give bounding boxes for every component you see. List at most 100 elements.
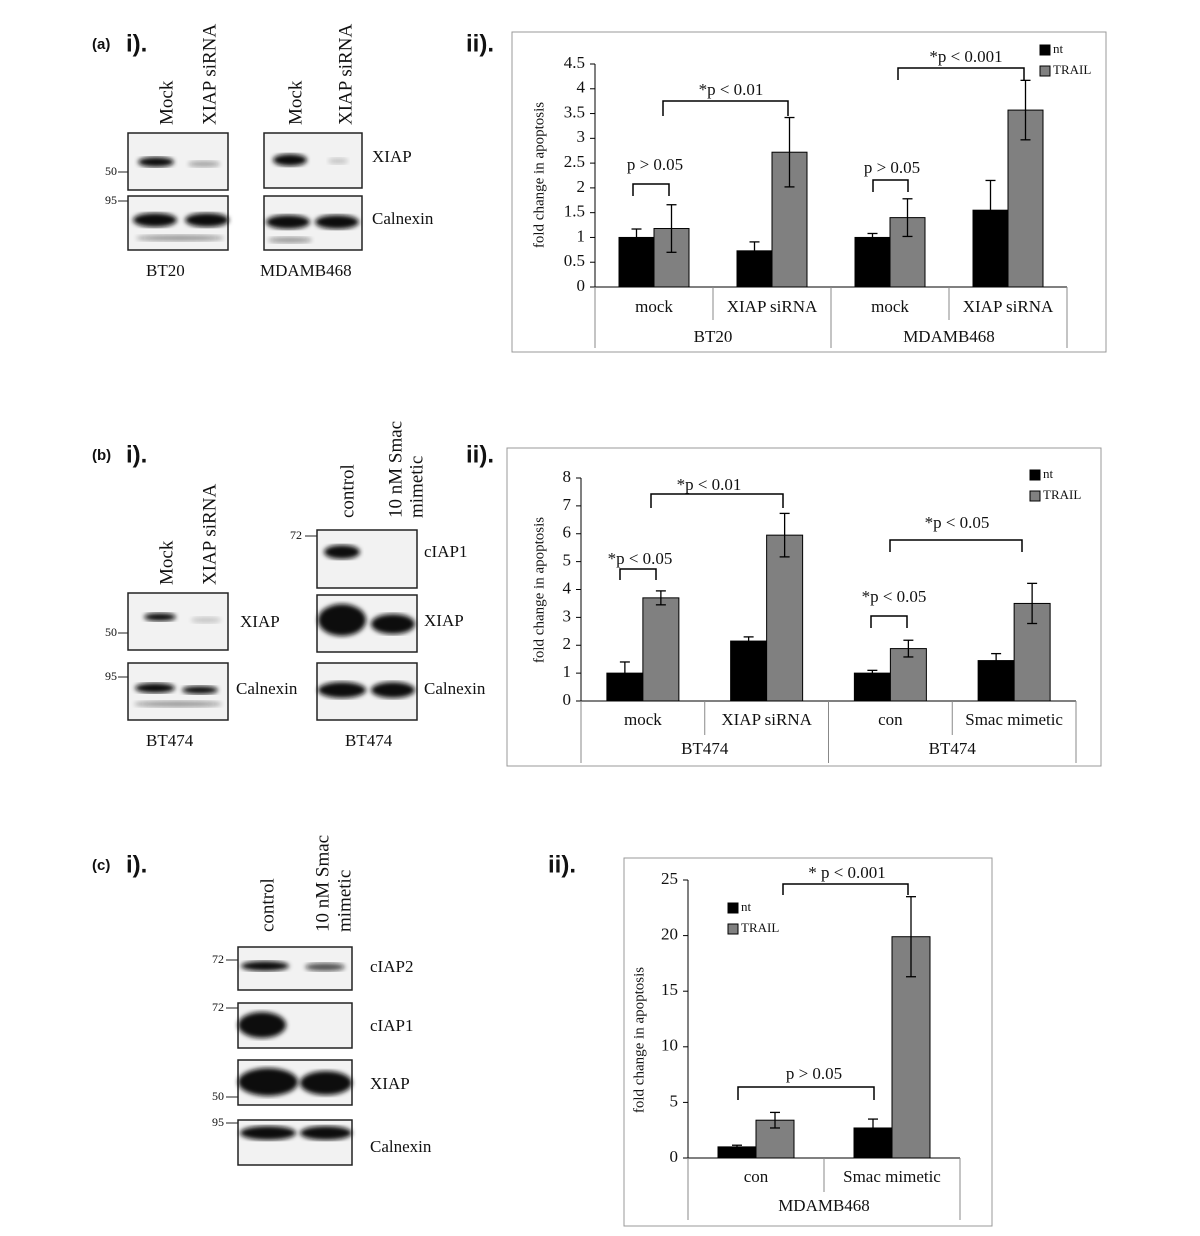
annotation: *p < 0.05 (925, 513, 990, 532)
x-tick-label: Smac mimetic (843, 1167, 941, 1186)
y-tick-label: 3.5 (564, 102, 585, 121)
annotation: *p < 0.001 (929, 47, 1002, 66)
band-label: XIAP (372, 147, 412, 166)
band (238, 1012, 286, 1038)
band (318, 604, 366, 636)
band-label: Calnexin (424, 679, 486, 698)
band (324, 545, 360, 559)
significance-bracket (897, 67, 1025, 80)
panel-title: ii). (466, 441, 494, 468)
mw-marker: 72 (212, 952, 224, 966)
blot: control 10 nM Smac mimetic 72 cIAP1 XIAP… (290, 421, 486, 750)
band (135, 683, 175, 693)
y-tick-label: 1.5 (564, 202, 585, 221)
y-tick-label: 0 (670, 1147, 679, 1166)
y-tick-label: 7 (563, 495, 572, 514)
cell-line: BT474 (345, 731, 393, 750)
annotation: *p < 0.05 (862, 587, 927, 606)
legend-swatch (1029, 490, 1041, 502)
band (300, 1071, 352, 1095)
band (133, 213, 177, 227)
group-label: MDAMB468 (903, 327, 995, 346)
band-label: Calnexin (236, 679, 298, 698)
band (182, 686, 218, 694)
annotation: *p < 0.01 (677, 475, 742, 494)
cell-line: MDAMB468 (260, 261, 352, 280)
legend-label: nt (1053, 41, 1064, 56)
x-tick-label: mock (624, 710, 662, 729)
legend-swatch (1039, 44, 1051, 56)
x-tick-label: XIAP siRNA (721, 710, 812, 729)
band (191, 617, 221, 623)
x-tick-label: mock (871, 297, 909, 316)
annotation: p > 0.05 (627, 155, 683, 174)
panel-title: i). (126, 851, 147, 878)
band-label: Calnexin (372, 209, 434, 228)
panel-title: i). (126, 30, 147, 57)
band (138, 157, 174, 167)
mw-marker: 95 (105, 193, 117, 207)
y-tick-label: 20 (661, 925, 678, 944)
x-tick-label: con (878, 710, 903, 729)
legend-swatch (1029, 469, 1041, 481)
significance-bracket (632, 183, 670, 196)
y-tick-label: 15 (661, 980, 678, 999)
panel-letter: (b) (92, 447, 111, 464)
lane-label: XIAP siRNA (199, 24, 220, 125)
lane-label: control (257, 878, 278, 932)
y-tick-label: 10 (661, 1036, 678, 1055)
band (318, 682, 366, 698)
y-tick-label: 1 (577, 226, 586, 245)
legend-swatch (727, 902, 739, 914)
panel-letter: (c) (92, 857, 110, 874)
y-axis-label: fold change in apoptosis (531, 517, 547, 663)
chart-frame (511, 31, 1107, 353)
band (273, 154, 307, 166)
annotation: *p < 0.05 (608, 549, 673, 568)
band-label: XIAP (370, 1074, 410, 1093)
band (241, 961, 289, 971)
blot: Mock XIAP siRNA 50 95 XIAP Calnexin BT47… (105, 484, 298, 750)
annotation: *p < 0.01 (699, 80, 764, 99)
significance-bracket (619, 568, 657, 580)
x-tick-label: mock (635, 297, 673, 316)
band-label: XIAP (240, 612, 280, 631)
band (134, 701, 222, 707)
lane-label: XIAP siRNA (199, 484, 220, 585)
lane-label: Mock (285, 80, 306, 125)
band-label: Calnexin (370, 1137, 432, 1156)
group-label: BT20 (694, 327, 733, 346)
significance-bracket (782, 883, 909, 895)
bar (853, 672, 891, 702)
lane-label: mimetic (334, 870, 355, 932)
y-tick-label: 2.5 (564, 152, 585, 171)
bar (653, 228, 690, 288)
legend-label: TRAIL (1043, 487, 1081, 502)
cell-line: BT474 (146, 731, 194, 750)
mw-marker: 50 (105, 625, 117, 639)
significance-bracket (662, 100, 789, 116)
y-tick-label: 6 (563, 523, 572, 542)
group-label: BT474 (929, 739, 977, 758)
panel-title: ii). (548, 851, 576, 878)
y-tick-label: 5 (670, 1091, 679, 1110)
band (136, 235, 224, 241)
chart-frame (623, 857, 993, 1227)
lane-label: control (337, 464, 358, 518)
y-tick-label: 3 (563, 606, 572, 625)
band (328, 158, 348, 164)
band-label: cIAP2 (370, 957, 413, 976)
bar (854, 236, 891, 288)
blot-strip (316, 529, 418, 589)
x-tick-label: XIAP siRNA (727, 297, 818, 316)
significance-bracket (889, 539, 1023, 552)
panel-letter: (a) (92, 36, 110, 53)
lane-label: 10 nM Smac (385, 421, 406, 518)
band (315, 215, 359, 229)
y-axis-label: fold change in apoptosis (531, 102, 547, 248)
panel-title: i). (126, 441, 147, 468)
y-tick-label: 2 (577, 177, 586, 196)
y-tick-label: 0.5 (564, 251, 585, 270)
legend-label: TRAIL (1053, 62, 1091, 77)
